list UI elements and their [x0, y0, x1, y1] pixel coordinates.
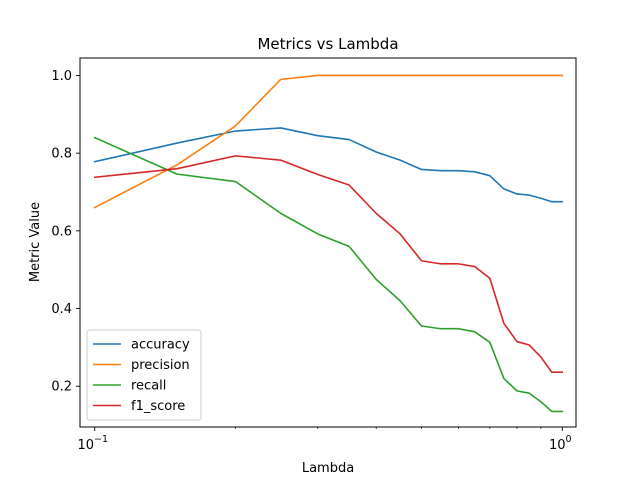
chart-title: Metrics vs Lambda	[257, 35, 398, 53]
x-tick-label: 100	[549, 434, 572, 453]
legend: accuracy precision recall f1_score	[86, 329, 202, 421]
x-tick-label-base: 10	[549, 438, 566, 453]
axis-ticks: 0.20.40.60.81.010−1 100	[51, 69, 571, 453]
y-tick-label: 0.8	[51, 147, 72, 162]
legend-label-accuracy: accuracy	[131, 338, 190, 353]
y-axis-label: Metric Value	[28, 202, 43, 282]
series-lines	[93, 74, 564, 413]
legend-box	[86, 329, 202, 421]
legend-label-recall: recall	[131, 379, 166, 394]
x-tick-label: 10−1	[77, 434, 108, 453]
x-tick-label-base: 10	[77, 438, 94, 453]
y-tick-label: 0.4	[51, 302, 72, 317]
legend-label-precision: precision	[131, 358, 190, 373]
series-line-f1-score	[93, 155, 564, 374]
y-tick-label: 0.2	[51, 380, 72, 395]
y-tick-label: 1.0	[51, 69, 72, 84]
series-line-recall	[93, 136, 564, 413]
x-axis-label: Lambda	[302, 461, 354, 476]
x-tick-label-exponent: −1	[94, 434, 108, 445]
plot-frame	[79, 57, 577, 428]
series-line-precision	[93, 74, 564, 209]
legend-label-f1-score: f1_score	[131, 399, 185, 414]
x-tick-label-exponent: 0	[566, 434, 572, 445]
y-tick-label: 0.6	[51, 224, 72, 239]
series-line-accuracy	[93, 127, 564, 203]
